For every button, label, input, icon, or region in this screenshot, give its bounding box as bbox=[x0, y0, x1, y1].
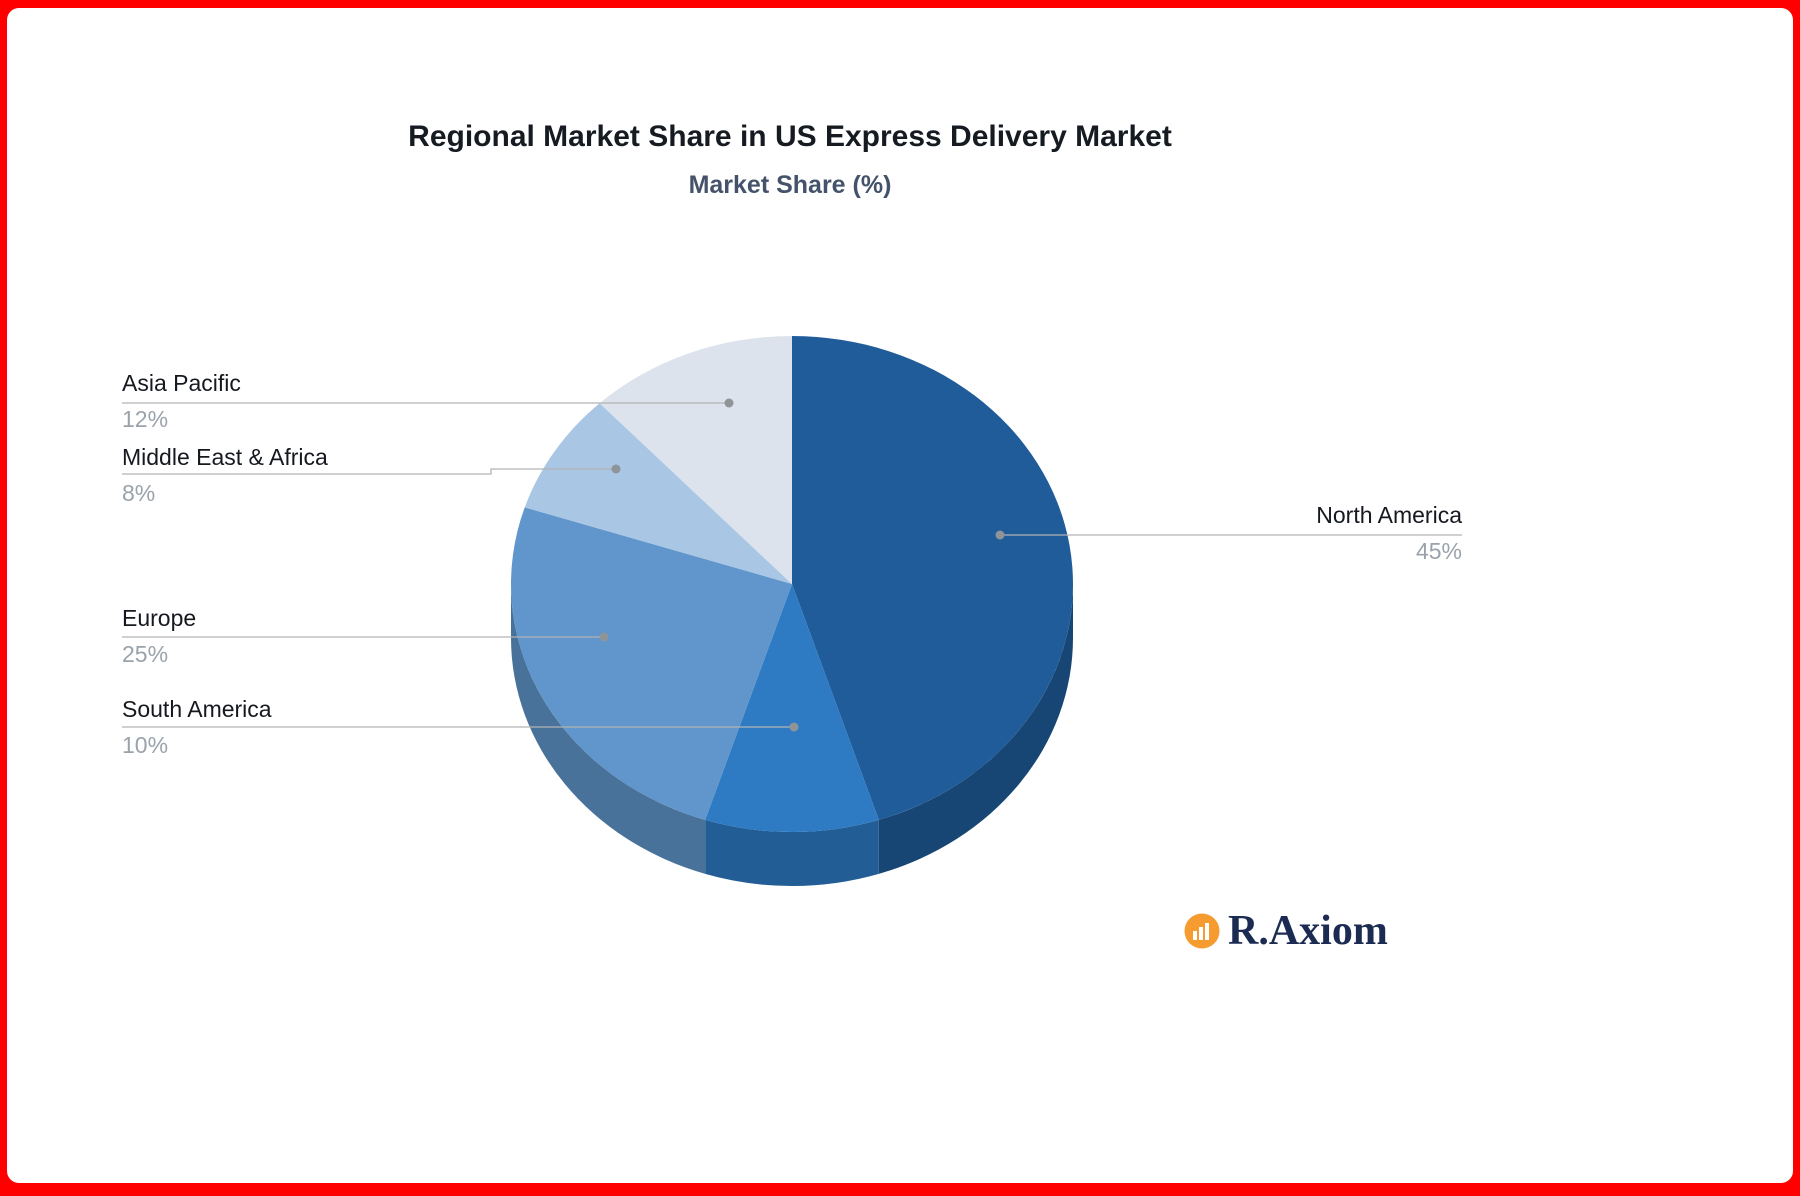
leader-lines bbox=[122, 398, 1462, 732]
pie-slice-asia-pacific bbox=[599, 336, 792, 584]
pie-slice-europe bbox=[510, 507, 792, 820]
callout-label: North America bbox=[1316, 502, 1462, 528]
pie-wall-south-america bbox=[705, 819, 879, 886]
leader-dot-north-america bbox=[995, 530, 1005, 540]
callout-value: 12% bbox=[122, 406, 169, 432]
callout-south-america: South America 10% bbox=[122, 696, 272, 758]
bar-chart-icon bbox=[1184, 913, 1220, 949]
brand-logo-text: R.Axiom bbox=[1228, 908, 1388, 954]
leader-line-middle-east-africa bbox=[122, 468, 616, 475]
callout-label: Europe bbox=[122, 605, 197, 631]
callout-label: Middle East & Africa bbox=[122, 444, 328, 470]
pie-slice-middle-east-africa bbox=[524, 403, 792, 584]
callout-label: South America bbox=[122, 696, 272, 722]
pie-slice-north-america bbox=[792, 336, 1073, 820]
brand-logo: R.Axiom bbox=[1183, 908, 1388, 954]
chart-subtitle: Market Share (%) bbox=[688, 171, 892, 199]
chart-title: Regional Market Share in US Express Deli… bbox=[408, 120, 1172, 153]
pie-wall-europe bbox=[511, 584, 706, 874]
chart-canvas: Regional Market Share in US Express Deli… bbox=[7, 8, 1793, 1183]
leader-dot-asia-pacific bbox=[724, 398, 734, 408]
callout-value: 25% bbox=[122, 641, 169, 667]
leader-dot-europe bbox=[599, 632, 609, 642]
callout-value: 8% bbox=[122, 480, 156, 506]
leader-dot-south-america bbox=[789, 722, 799, 732]
pie-layers bbox=[510, 336, 1073, 886]
pie-chart bbox=[122, 336, 1462, 886]
callout-middle-east-africa: Middle East & Africa 8% bbox=[122, 444, 328, 506]
pie-wall-north-america bbox=[878, 584, 1073, 874]
callout-asia-pacific: Asia Pacific 12% bbox=[122, 370, 241, 432]
callout-north-america: North America 45% bbox=[1162, 502, 1462, 564]
callout-value: 45% bbox=[1415, 538, 1462, 564]
callout-value: 10% bbox=[122, 732, 169, 758]
callout-label: Asia Pacific bbox=[122, 370, 241, 396]
leader-dot-middle-east-africa bbox=[611, 464, 621, 474]
callout-europe: Europe 25% bbox=[122, 605, 196, 667]
pie-slice-south-america bbox=[705, 584, 879, 832]
